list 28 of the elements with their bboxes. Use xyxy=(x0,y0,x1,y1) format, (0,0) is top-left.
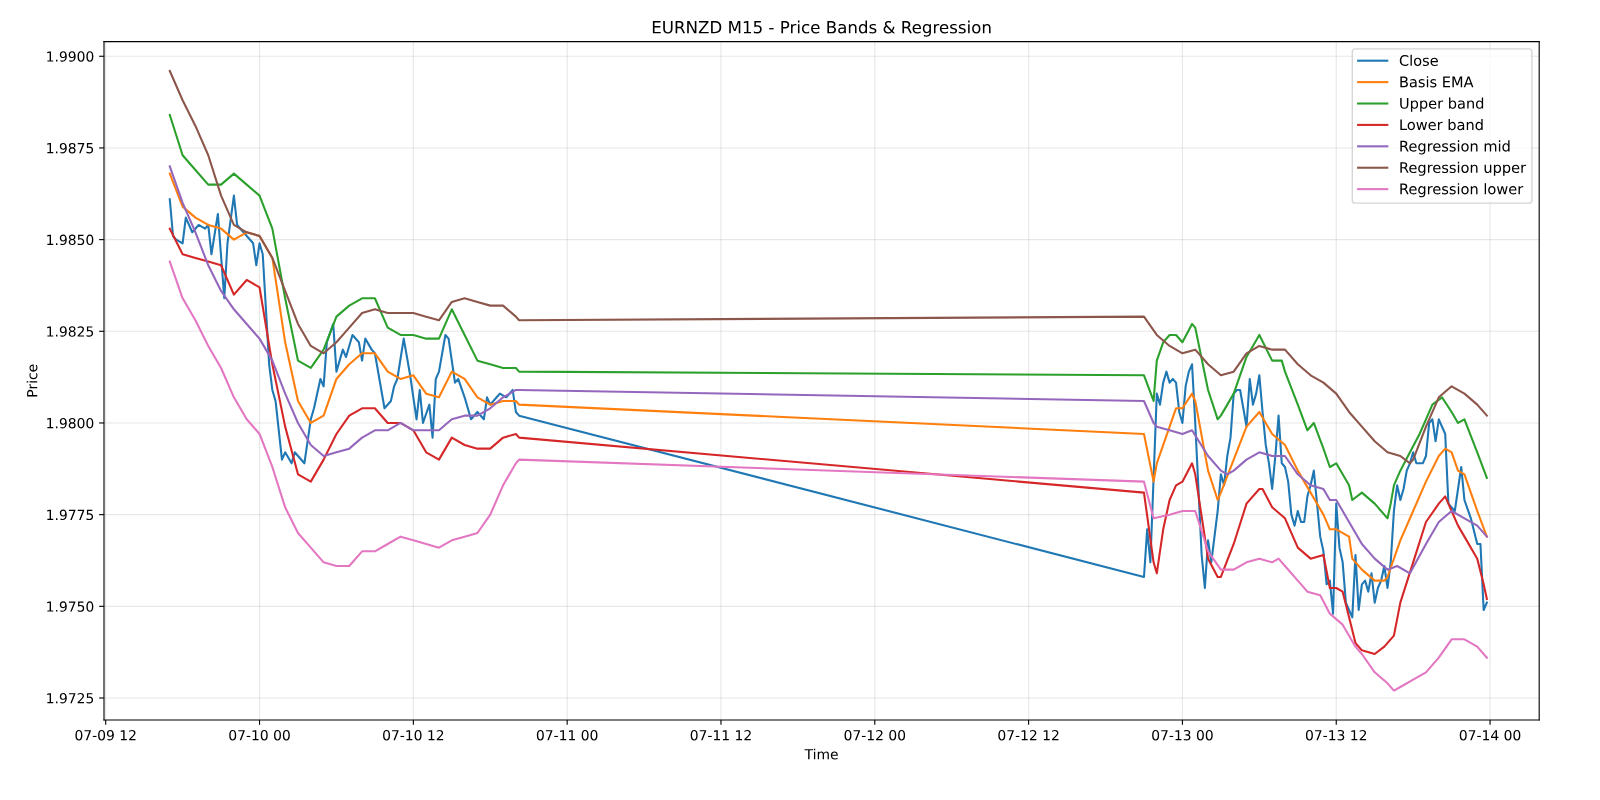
legend-label: Close xyxy=(1399,54,1438,67)
x-tick-label: 07-13 00 xyxy=(1152,729,1213,741)
x-tick-label: 07-13 12 xyxy=(1305,729,1367,741)
y-tick-label: 1.9725 xyxy=(47,692,94,704)
x-tick-label: 07-11 12 xyxy=(690,729,751,741)
x-tick-label: 07-10 12 xyxy=(383,729,444,741)
x-tick-label: 07-12 12 xyxy=(998,729,1059,741)
y-tick-label: 1.9850 xyxy=(47,234,94,246)
legend-label: Lower band xyxy=(1400,118,1483,131)
x-tick-label: 07-14 00 xyxy=(1459,729,1521,741)
y-tick-label: 1.9900 xyxy=(47,51,94,62)
y-tick-label: 1.9825 xyxy=(47,326,94,337)
chart-title: EURNZD M15 - Price Bands & Regression xyxy=(652,20,991,37)
y-axis-title: Price xyxy=(26,364,38,397)
x-axis-title: Time xyxy=(804,748,838,760)
x-tick-label: 07-12 00 xyxy=(844,729,906,741)
legend-label: Regression lower xyxy=(1400,183,1524,198)
legend-label: Basis EMA xyxy=(1400,76,1474,88)
legend-label: Upper band xyxy=(1400,97,1484,112)
x-tick-label: 07-09 12 xyxy=(75,729,136,741)
x-tick-label: 07-11 00 xyxy=(536,729,598,741)
y-tick-label: 1.9775 xyxy=(47,509,94,521)
x-tick-label: 07-10 00 xyxy=(229,729,290,741)
y-tick-label: 1.9800 xyxy=(47,417,94,429)
y-tick-label: 1.9875 xyxy=(47,142,94,154)
y-tick-label: 1.9750 xyxy=(47,601,94,612)
legend-label: Regression mid xyxy=(1400,140,1510,155)
legend-label: Regression upper xyxy=(1400,161,1527,176)
